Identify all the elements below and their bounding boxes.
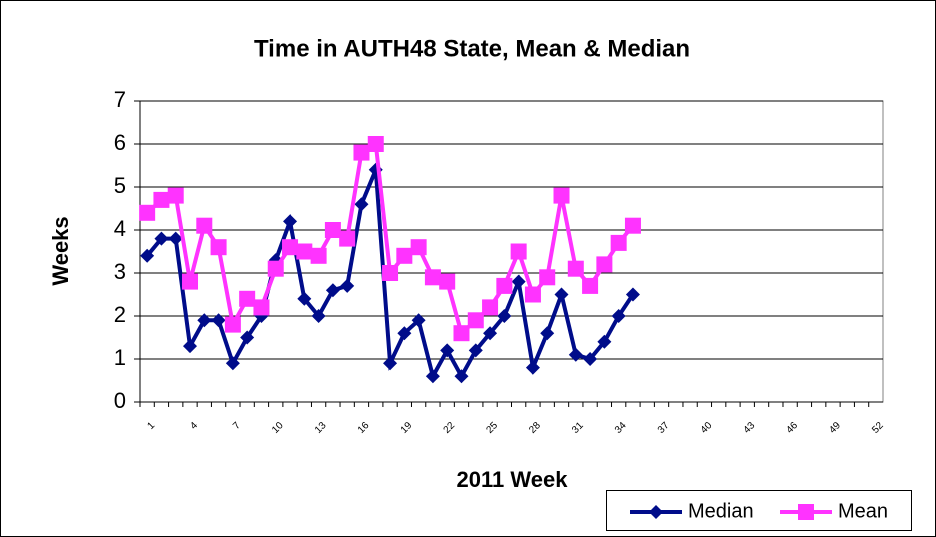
data-point xyxy=(610,234,627,251)
y-axis-title: Weeks xyxy=(48,216,73,285)
data-point xyxy=(497,309,512,323)
data-point xyxy=(183,339,198,354)
data-point xyxy=(624,217,641,234)
data-point xyxy=(382,265,399,281)
data-point xyxy=(582,277,599,294)
data-point xyxy=(154,231,169,246)
data-point xyxy=(296,243,313,260)
data-point xyxy=(310,247,327,264)
data-point xyxy=(367,136,384,152)
data-point xyxy=(583,352,598,366)
x-axis-title: 2011 Week xyxy=(457,467,569,492)
data-point xyxy=(625,287,640,302)
data-point xyxy=(611,309,626,323)
data-point xyxy=(453,325,470,342)
data-point xyxy=(239,290,256,307)
data-point xyxy=(224,316,241,333)
y-tick-label: 4 xyxy=(114,216,126,241)
data-point xyxy=(567,260,584,277)
data-point xyxy=(267,260,284,277)
data-point xyxy=(383,356,398,371)
y-tick-label: 1 xyxy=(114,345,126,370)
data-point xyxy=(554,287,569,302)
data-point xyxy=(283,214,298,229)
data-point xyxy=(297,291,312,306)
data-point xyxy=(411,313,426,328)
legend-marker xyxy=(649,505,663,519)
data-point xyxy=(467,312,484,329)
data-point xyxy=(253,299,270,316)
y-tick-label: 2 xyxy=(114,302,126,327)
data-point xyxy=(340,278,355,293)
legend-label: Median xyxy=(688,500,754,522)
data-point xyxy=(240,330,255,345)
data-point xyxy=(439,273,456,290)
data-point xyxy=(325,283,340,298)
data-point xyxy=(539,269,556,286)
data-point xyxy=(410,239,427,256)
data-point xyxy=(282,239,299,256)
y-tick-label: 7 xyxy=(114,87,126,112)
data-point xyxy=(324,222,341,238)
data-point xyxy=(483,326,498,341)
data-point xyxy=(354,197,369,212)
data-point xyxy=(397,326,412,341)
data-point xyxy=(139,204,156,221)
data-point xyxy=(339,230,356,247)
data-point xyxy=(311,309,326,323)
data-point xyxy=(540,326,555,341)
data-point xyxy=(454,369,469,384)
data-point xyxy=(197,313,212,328)
data-point xyxy=(597,334,612,349)
y-tick-label: 6 xyxy=(114,130,126,155)
data-point xyxy=(482,299,499,316)
y-tick-label: 5 xyxy=(114,173,126,198)
legend-label: Mean xyxy=(838,500,888,522)
data-point xyxy=(440,343,455,358)
data-point xyxy=(225,356,240,371)
data-point xyxy=(425,369,440,384)
data-point xyxy=(496,277,513,294)
data-point xyxy=(596,256,613,273)
data-point xyxy=(511,274,526,289)
data-point xyxy=(153,191,170,208)
data-point xyxy=(396,247,413,264)
data-point xyxy=(568,347,583,362)
data-point xyxy=(424,269,441,286)
data-point xyxy=(182,273,199,290)
data-point xyxy=(196,217,213,234)
y-tick-label: 0 xyxy=(114,388,126,413)
y-tick-label: 3 xyxy=(114,259,126,284)
data-point xyxy=(353,144,370,161)
data-point xyxy=(211,313,226,328)
data-point xyxy=(525,360,540,375)
data-point xyxy=(553,187,570,204)
data-point xyxy=(210,239,227,256)
data-point xyxy=(140,248,155,263)
legend-marker xyxy=(798,504,814,520)
data-point xyxy=(468,343,483,358)
data-point xyxy=(524,286,541,303)
data-point xyxy=(167,187,184,204)
data-point xyxy=(510,243,527,260)
data-point xyxy=(168,231,183,246)
chart-title: Time in AUTH48 State, Mean & Median xyxy=(254,35,690,62)
